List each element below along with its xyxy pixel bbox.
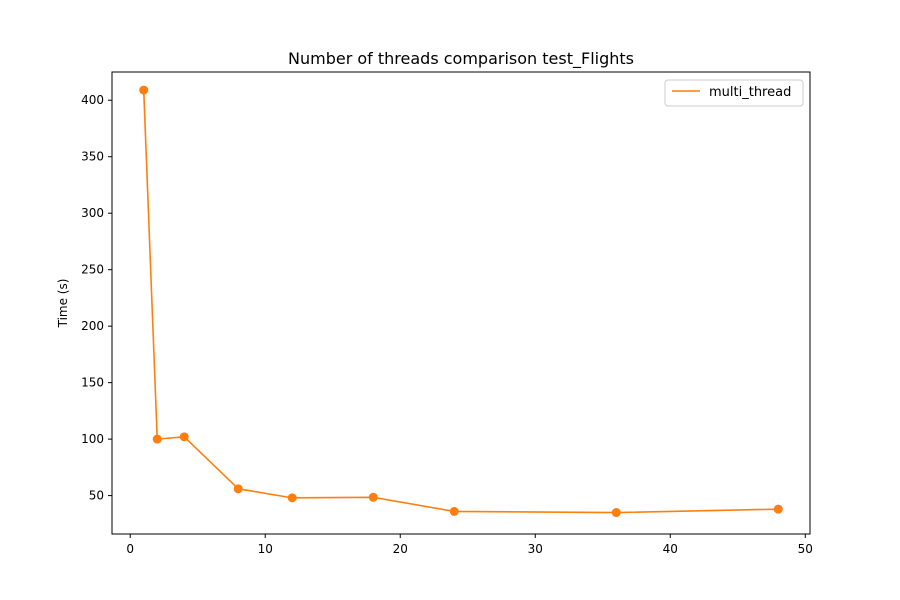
x-tick-label: 0	[126, 542, 134, 556]
data-point	[449, 506, 459, 516]
x-tick-label: 30	[528, 542, 543, 556]
x-tick-label: 40	[663, 542, 678, 556]
x-tick-label: 10	[258, 542, 273, 556]
data-point	[179, 432, 189, 442]
x-tick-label: 50	[798, 542, 813, 556]
data-point	[139, 85, 149, 95]
legend: multi_thread	[664, 79, 804, 107]
y-tick-label: 150	[81, 376, 104, 390]
legend-label-multi-thread: multi_thread	[709, 85, 791, 100]
y-tick-label: 250	[81, 263, 104, 277]
y-axis: 50 100 150 200 250 300 350 400	[81, 93, 112, 503]
data-point	[152, 434, 162, 444]
y-tick-label: 300	[81, 206, 104, 220]
x-axis: 0 10 20 30 40 50	[126, 534, 813, 556]
plot-area	[111, 71, 811, 535]
y-tick-label: 50	[89, 489, 104, 503]
data-point	[611, 508, 621, 518]
x-tick-label: 20	[393, 542, 408, 556]
legend-box	[664, 79, 804, 107]
y-tick-label: 400	[81, 93, 104, 107]
data-point	[368, 492, 378, 502]
y-tick-label: 200	[81, 319, 104, 333]
data-point	[287, 493, 297, 503]
data-point	[773, 504, 783, 514]
data-point	[233, 484, 243, 494]
y-axis-label: Time (s)	[56, 279, 70, 329]
y-tick-label: 350	[81, 150, 104, 164]
series-layer	[139, 85, 783, 518]
chart-title: Number of threads comparison test_Flight…	[288, 49, 634, 69]
y-tick-label: 100	[81, 432, 104, 446]
